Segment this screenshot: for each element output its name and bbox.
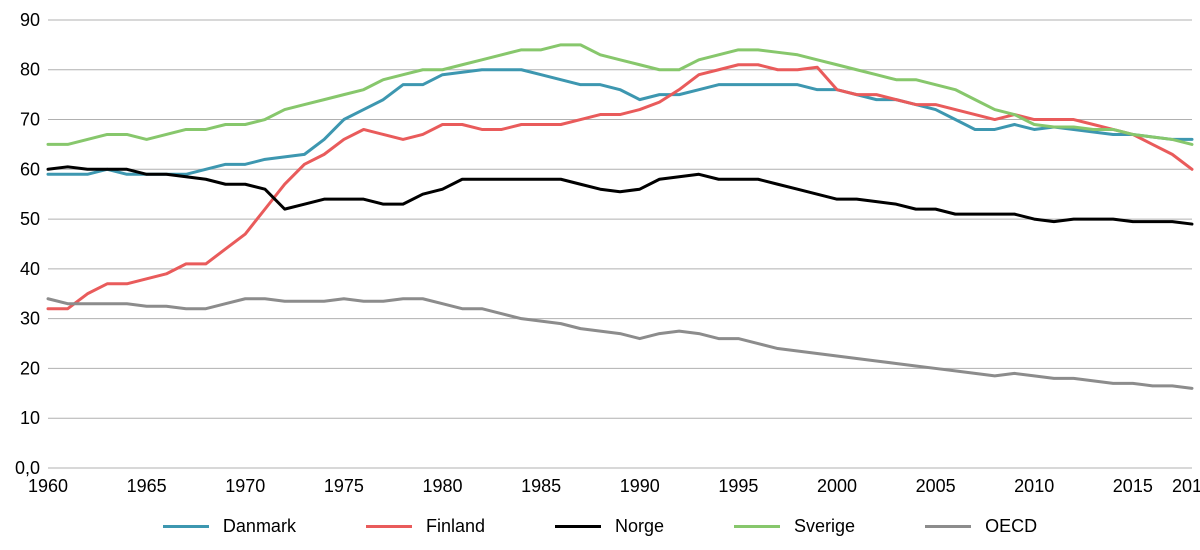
x-tick-label: 1960 [28,476,68,496]
legend-item: Danmark [163,516,296,537]
legend-swatch [925,525,971,528]
y-tick-label: 80 [20,60,40,80]
y-tick-label: 20 [20,358,40,378]
x-tick-label: 1970 [225,476,265,496]
x-tick-label: 2010 [1014,476,1054,496]
x-tick-label: 2005 [916,476,956,496]
x-tick-label: 2015 [1113,476,1153,496]
x-tick-label: 2000 [817,476,857,496]
series-line-norge [48,167,1192,224]
series-line-oecd [48,299,1192,389]
legend-label: Danmark [223,516,296,537]
legend-item: Norge [555,516,664,537]
y-tick-label: 70 [20,110,40,130]
legend-label: Sverige [794,516,855,537]
x-tick-label: 1990 [620,476,660,496]
legend-item: Sverige [734,516,855,537]
legend-swatch [366,525,412,528]
x-tick-label: 2018 [1172,476,1200,496]
legend-swatch [555,525,601,528]
chart-canvas: 0,0 10 20 30 40 50 60 70 80 90 1960 1965 1970 1975 198… [0,0,1200,550]
line-chart: 0,0 10 20 30 40 50 60 70 80 90 1960 1965 1970 1975 198… [0,0,1200,550]
y-tick-label: 60 [20,159,40,179]
y-tick-label: 10 [20,408,40,428]
x-tick-label: 1965 [127,476,167,496]
legend: Danmark Finland Norge Sverige OECD [0,516,1200,537]
y-tick-label: 90 [20,10,40,30]
y-tick-label: 50 [20,209,40,229]
y-tick-label: 40 [20,259,40,279]
series-line-finland [48,65,1192,309]
legend-item: Finland [366,516,485,537]
x-tick-label: 1995 [718,476,758,496]
legend-label: Finland [426,516,485,537]
legend-label: OECD [985,516,1037,537]
x-tick-label: 1980 [422,476,462,496]
legend-swatch [734,525,780,528]
y-tick-label: 0,0 [15,458,40,478]
series-line-danmark [48,70,1192,175]
x-tick-label: 1975 [324,476,364,496]
y-tick-label: 30 [20,309,40,329]
series-line-sverige [48,45,1192,145]
legend-item: OECD [925,516,1037,537]
legend-swatch [163,525,209,528]
legend-label: Norge [615,516,664,537]
x-tick-label: 1985 [521,476,561,496]
